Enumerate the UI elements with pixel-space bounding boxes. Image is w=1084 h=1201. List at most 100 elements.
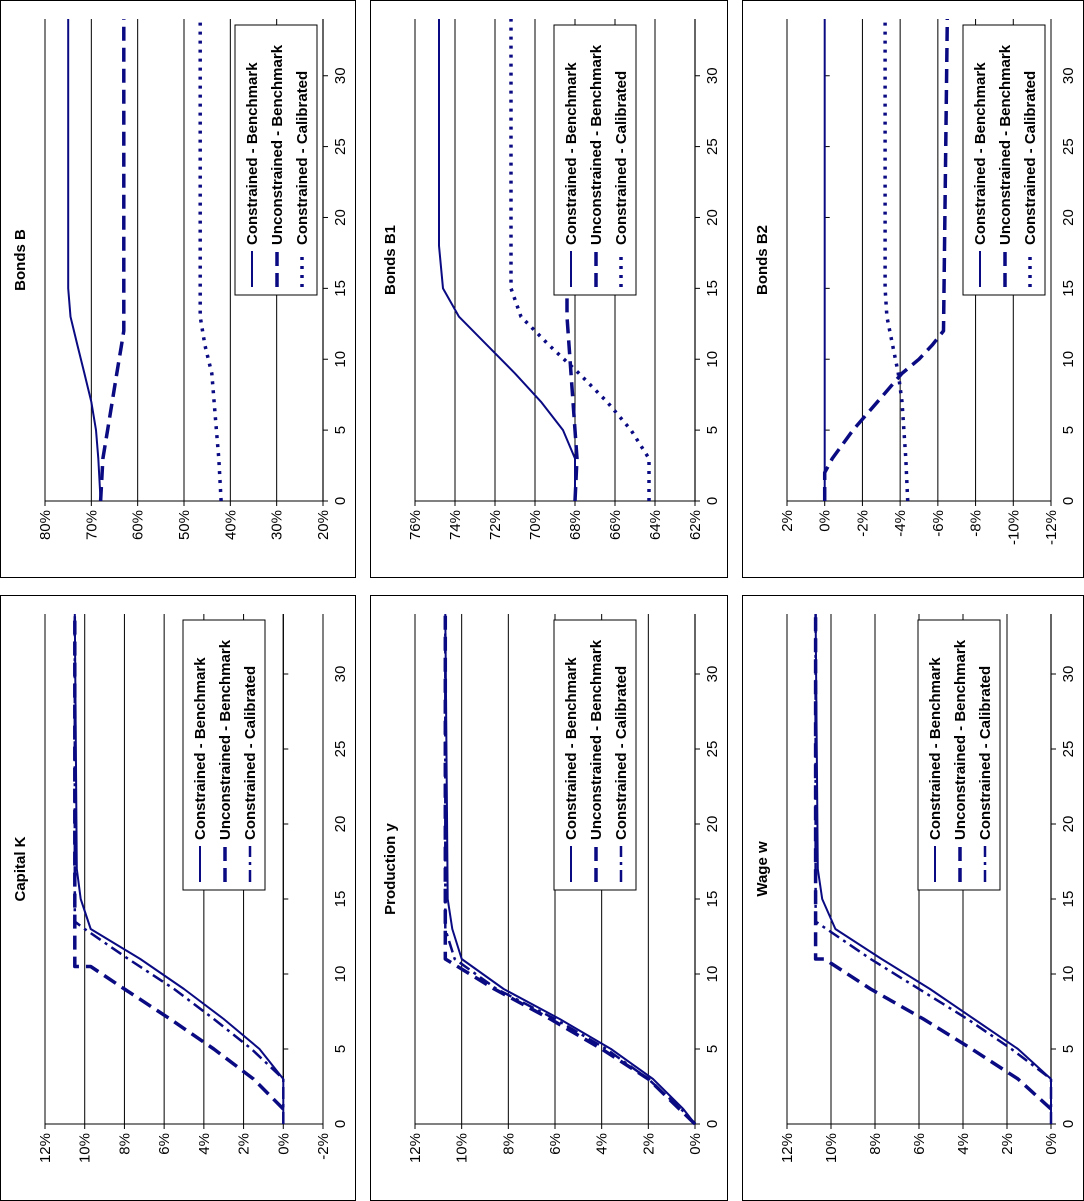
chart-title: Bonds B1 — [382, 225, 399, 295]
legend-box — [917, 619, 1001, 891]
x-tick-label: 20 — [704, 209, 721, 226]
y-tick-label: 72% — [487, 510, 504, 540]
legend-box — [962, 24, 1046, 296]
x-tick-label: 20 — [1060, 816, 1077, 833]
y-tick-label: 50% — [176, 510, 193, 540]
chart-panel-bonds-b: Bonds B 20% 30% 40% 50% 60% 70% 80% 0 5 10 15 20 25 30… — [0, 0, 356, 578]
x-tick-label: 0 — [332, 1120, 349, 1128]
chart-bonds-b: Bonds B 20% 30% 40% 50% 60% 70% 80% 0 5 10 15 20 25 30… — [12, 19, 349, 540]
y-tick-label: 6% — [911, 1133, 928, 1155]
y-tick-label: 62% — [687, 510, 704, 540]
x-tick-label: 5 — [704, 426, 721, 434]
legend-label: Constrained - Calibrated — [977, 666, 994, 840]
series-line — [822, 18, 950, 501]
chart-panel-capital: Capital K -2% 0% 2% 4% 6% 8% 10% 12% 0 5 10 15 20 25 30… — [0, 595, 356, 1201]
x-tick-label: 10 — [1060, 966, 1077, 983]
series-line — [509, 19, 651, 501]
legend: Constrained - Benchmark Unconstrained - B… — [182, 619, 266, 891]
x-tick-label: 30 — [1060, 67, 1077, 84]
y-tick-label: 0% — [817, 510, 834, 532]
legend-label: Constrained - Benchmark — [563, 657, 580, 840]
x-tick-label: 25 — [704, 741, 721, 758]
legend-label: Constrained - Benchmark — [972, 62, 989, 245]
legend-label: Constrained - Calibrated — [1022, 71, 1039, 245]
y-tick-label: 4% — [955, 1133, 972, 1155]
x-tick-label: 20 — [332, 209, 349, 226]
x-tick-label: 0 — [332, 497, 349, 505]
series-line — [444, 614, 696, 1125]
y-tick-label: 0% — [687, 1133, 704, 1155]
y-tick-label: 60% — [130, 510, 147, 540]
x-tick-label: 20 — [1060, 209, 1077, 226]
y-tick-label: 20% — [315, 510, 332, 540]
x-tick-label: 0 — [1060, 1120, 1077, 1128]
x-tick-label: 10 — [332, 966, 349, 983]
chart-title: Bonds B — [12, 229, 29, 291]
series-line — [883, 19, 910, 502]
x-tick-label: 30 — [704, 67, 721, 84]
series-line — [565, 19, 579, 502]
series-line — [67, 19, 102, 502]
x-tick-label: 10 — [704, 966, 721, 983]
series-line — [73, 613, 285, 1124]
series-line — [438, 19, 576, 501]
chart-panel-production: Production y 0% 2% 4% 6% 8% 10% 12% 0 5 10 15 20 25 30… — [370, 595, 728, 1201]
y-tick-label: -12% — [1043, 510, 1060, 545]
series-line — [814, 613, 1052, 1124]
legend: Constrained - Benchmark Unconstrained - B… — [553, 619, 637, 891]
x-tick-label: 25 — [332, 741, 349, 758]
y-tick-label: 68% — [567, 510, 584, 540]
chart-panel-bonds-b2: Bonds B2 -12% -10% -8% -6% -4% -2% 0% 2% 0 5 10 15 20… — [742, 0, 1084, 578]
chart-capital: Capital K -2% 0% 2% 4% 6% 8% 10% 12% 0 5 10 15 20 25 30… — [12, 613, 349, 1163]
chart-title: Production y — [382, 823, 399, 915]
x-tick-label: 5 — [704, 1045, 721, 1053]
x-tick-label: 20 — [332, 816, 349, 833]
legend-box — [234, 24, 318, 296]
y-tick-label: 6% — [547, 1133, 564, 1155]
y-tick-label: 70% — [527, 510, 544, 540]
x-tick-label: 10 — [704, 351, 721, 368]
legend-box — [553, 619, 637, 891]
y-tick-label: 0% — [275, 1133, 292, 1155]
x-tick-label: 15 — [332, 891, 349, 908]
y-tick-label: 2% — [999, 1133, 1016, 1155]
y-tick-label: 66% — [607, 510, 624, 540]
series-line — [443, 614, 697, 1126]
y-tick-label: 12% — [779, 1133, 796, 1163]
legend: Constrained - Benchmark Unconstrained - B… — [234, 24, 318, 296]
legend-label: Unconstrained - Benchmark — [269, 44, 286, 245]
x-tick-label: 5 — [332, 1045, 349, 1053]
y-tick-label: -4% — [892, 510, 909, 537]
y-tick-label: 70% — [83, 510, 100, 540]
legend-label: Unconstrained - Benchmark — [588, 639, 605, 840]
y-tick-label: 8% — [116, 1133, 133, 1155]
series-line — [198, 19, 223, 502]
x-tick-label: 30 — [1060, 666, 1077, 683]
series-line — [73, 614, 285, 1111]
y-tick-label: 8% — [867, 1133, 884, 1155]
x-tick-label: 10 — [1060, 351, 1077, 368]
x-tick-label: 25 — [332, 138, 349, 155]
y-tick-label: -10% — [1005, 510, 1022, 545]
x-tick-label: 25 — [1060, 741, 1077, 758]
y-tick-label: 2% — [640, 1133, 657, 1155]
x-tick-label: 30 — [332, 67, 349, 84]
y-tick-label: 74% — [447, 510, 464, 540]
x-tick-label: 15 — [332, 280, 349, 297]
y-tick-label: 2% — [236, 1133, 253, 1155]
y-tick-label: 76% — [407, 510, 424, 540]
y-tick-label: 12% — [37, 1133, 54, 1163]
legend-label: Constrained - Calibrated — [613, 666, 630, 840]
legend-label: Unconstrained - Benchmark — [588, 44, 605, 245]
x-tick-label: 20 — [704, 816, 721, 833]
legend-label: Unconstrained - Benchmark — [997, 44, 1014, 245]
y-tick-label: 10% — [77, 1133, 94, 1163]
chart-panel-wage: Wage w 0% 2% 4% 6% 8% 10% 12% 0 5 10 15 20 25 30 Constr… — [742, 595, 1084, 1201]
legend-box — [553, 24, 637, 296]
x-tick-label: 0 — [704, 1120, 721, 1128]
x-tick-label: 30 — [704, 666, 721, 683]
x-tick-label: 30 — [332, 666, 349, 683]
y-tick-label: 30% — [269, 510, 286, 540]
series-line — [98, 19, 126, 502]
y-tick-label: 80% — [37, 510, 54, 540]
